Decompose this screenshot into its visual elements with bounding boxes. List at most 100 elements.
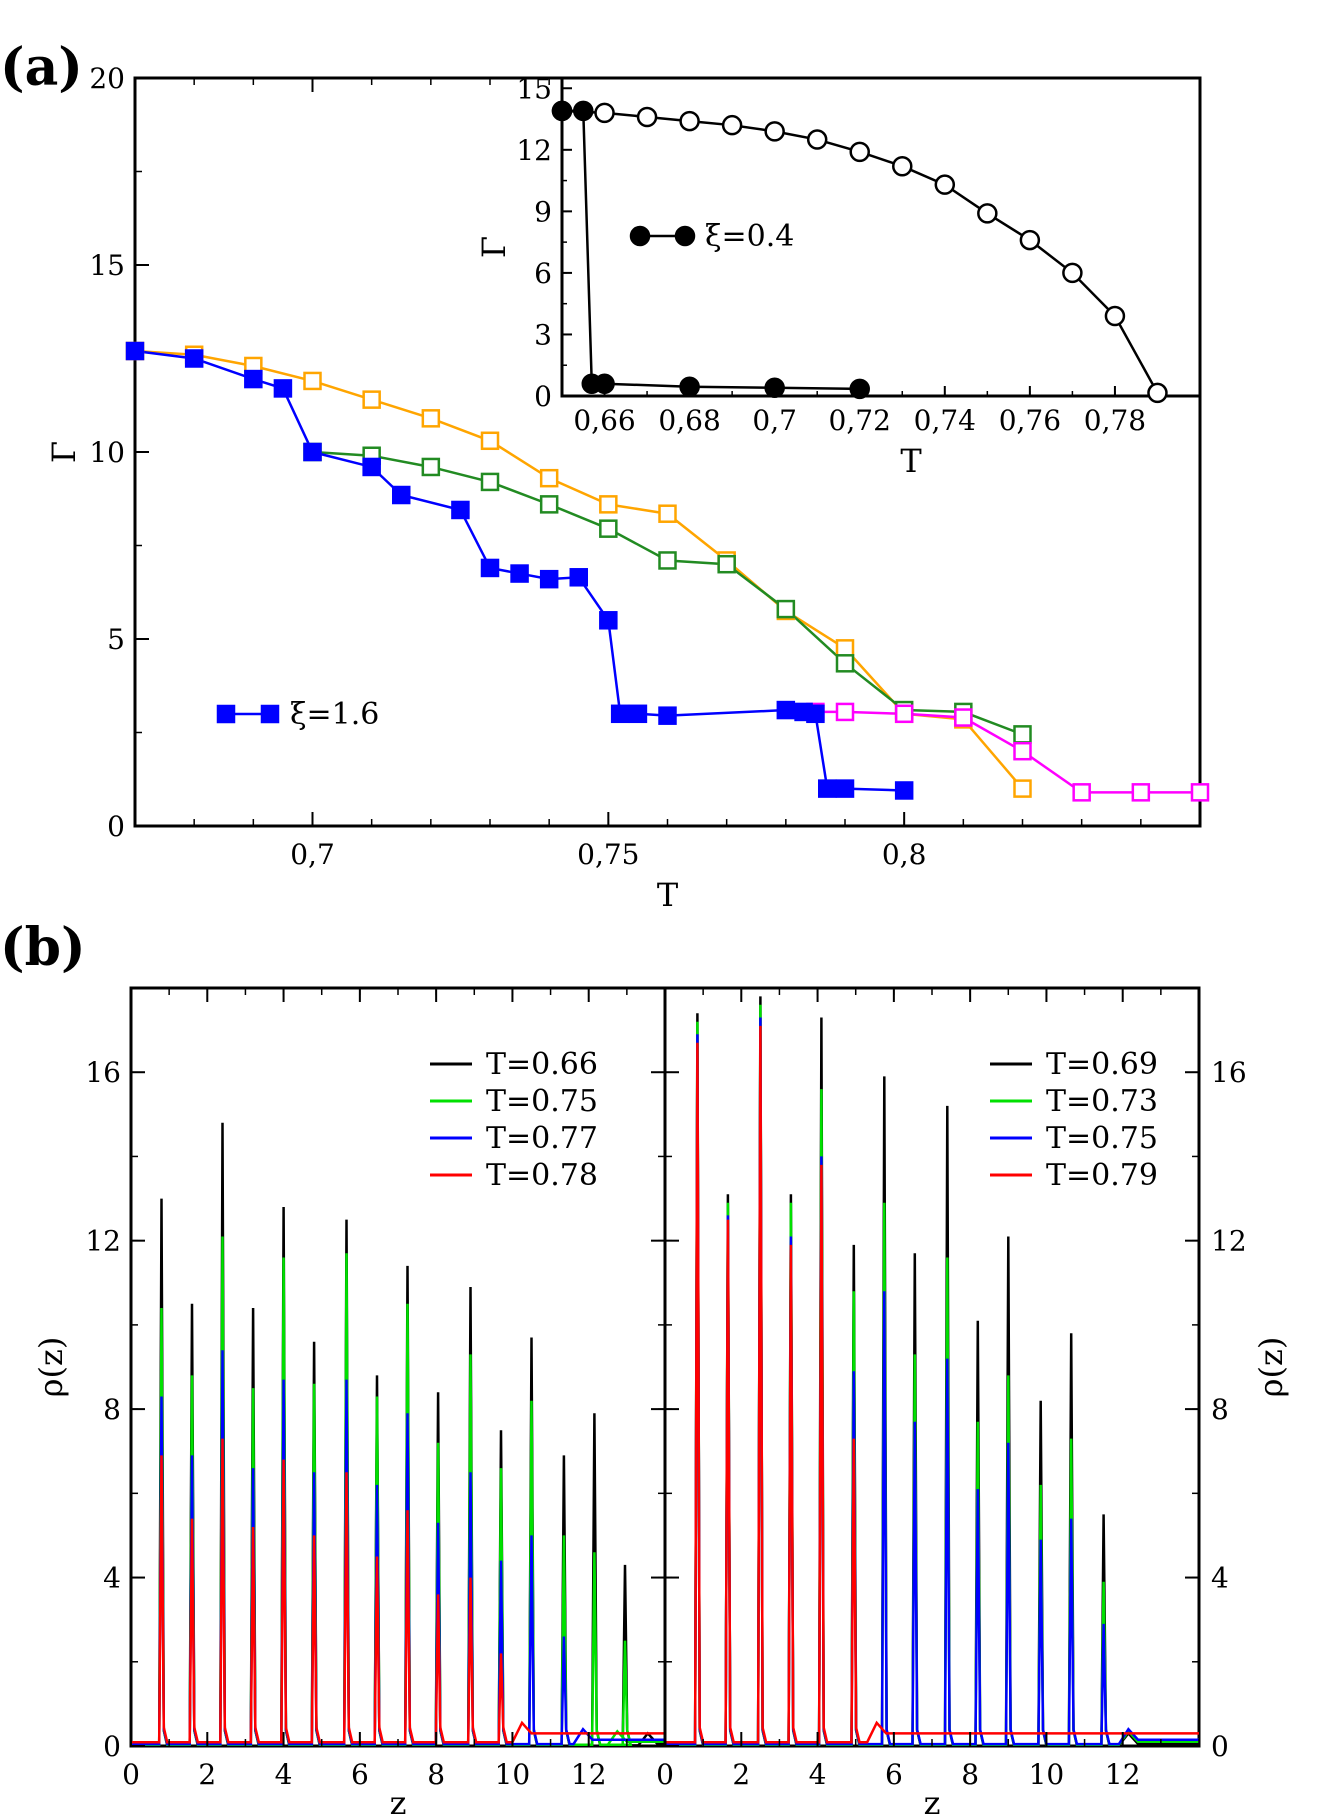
legend-label-0: T=0.66	[486, 1047, 598, 1082]
chart-b-left: 0 2 4 6 8 10 120481216zρ(z)T=0.66T=0.75T=0.77T…	[32, 986, 1201, 1817]
data-point-1	[599, 519, 618, 538]
data-point-2	[894, 704, 914, 724]
data-point-0	[539, 468, 559, 488]
data-point-3	[610, 704, 630, 724]
x-tick-label: 12	[1105, 1758, 1141, 1791]
data-point-1	[764, 377, 785, 399]
legend-label-3: T=0.78	[486, 1158, 598, 1193]
data-point-0	[1019, 229, 1041, 251]
x-axis-label: z	[390, 1784, 407, 1817]
x-tick-label: 2	[732, 1758, 750, 1791]
legend-label-0: T=0.69	[1046, 1047, 1158, 1082]
data-point-3	[569, 568, 588, 587]
y-tick-label: 0	[1211, 1730, 1229, 1763]
data-point-3	[273, 379, 293, 398]
data-point-1	[573, 100, 594, 122]
y-tick-label: 4	[1211, 1562, 1229, 1595]
data-point-2	[1072, 783, 1091, 802]
legend-label-1: T=0.73	[1046, 1084, 1158, 1119]
data-point-2	[1131, 783, 1151, 802]
y-tick-label: 12	[85, 1225, 121, 1258]
data-point-0	[421, 409, 441, 428]
data-point-3	[480, 558, 500, 578]
data-point-3	[303, 442, 322, 462]
inset-y-axis-label: Γ	[475, 236, 513, 258]
data-point-1	[717, 554, 736, 574]
data-point-3	[628, 704, 648, 724]
x-tick-label: 12	[571, 1758, 607, 1791]
data-point-3	[835, 779, 855, 798]
inset-legend-label: ξ=0.4	[705, 219, 794, 254]
legend-label: ξ=1.6	[290, 697, 379, 732]
data-point-3	[184, 349, 204, 368]
data-point-3	[362, 457, 381, 477]
data-point-0	[1013, 779, 1032, 798]
x-tick-label: 0,76	[999, 404, 1061, 437]
x-tick-label: 8	[961, 1758, 979, 1791]
x-tick-label: 6	[351, 1758, 369, 1791]
y-tick-label: 12	[516, 134, 552, 167]
data-point-2	[1013, 741, 1032, 761]
x-tick-label: 0,78	[1084, 404, 1146, 437]
data-point-1	[551, 100, 573, 122]
data-point-0	[835, 639, 855, 658]
legend-marker	[216, 704, 236, 724]
y-tick-label: 9	[534, 195, 552, 228]
data-point-1	[594, 373, 615, 394]
y-tick-label: 3	[534, 318, 552, 351]
data-point-0	[599, 495, 618, 514]
data-point-3	[818, 779, 837, 798]
data-point-3	[658, 706, 677, 725]
data-point-1	[679, 376, 700, 398]
series-line-0	[134, 349, 1024, 790]
data-point-0	[1104, 305, 1126, 327]
y-tick-label: 20	[89, 62, 125, 95]
y-tick-label: 8	[1211, 1393, 1229, 1426]
y-tick-label: 8	[103, 1393, 121, 1426]
y-axis-label: ρ(z)	[1252, 1337, 1290, 1398]
data-point-0	[303, 371, 322, 391]
data-point-1	[480, 472, 500, 492]
legend-label-3: T=0.79	[1046, 1158, 1158, 1193]
y-tick-label: 10	[89, 436, 125, 469]
y-tick-label: 0	[534, 380, 552, 413]
data-point-0	[721, 114, 743, 136]
data-point-0	[977, 203, 998, 224]
series-line-0	[665, 996, 1199, 1747]
data-point-3	[244, 369, 263, 389]
y-tick-label: 16	[85, 1056, 121, 1089]
y-tick-label: 15	[89, 249, 125, 282]
chart-b-right: 0 2 4 6 8 10 12 0 4 8 12 16 z ρ(z) T=0.69T=0.73T=0.75T…	[656, 987, 1290, 1817]
x-tick-label: 0,8	[882, 838, 927, 871]
series-line-2	[815, 710, 1200, 794]
x-tick-label: 0,7	[290, 838, 335, 871]
inset-legend-marker	[674, 225, 696, 247]
x-tick-label: 0,75	[577, 838, 639, 871]
series-line-3	[665, 1025, 1199, 1744]
x-tick-label: 0,68	[658, 404, 720, 437]
series-line-2	[665, 1017, 1199, 1746]
legend-label-2: T=0.75	[1046, 1121, 1158, 1156]
panel-label-b: (b)	[0, 917, 86, 978]
data-point-3	[599, 611, 618, 630]
chart-a-inset: 0,66 0,68 0,7 0,72 0,74 0,76 0,78 0 3 6 9 12 15 T Γ ξ=0…	[475, 72, 1202, 480]
y-tick-label: 15	[516, 72, 552, 105]
data-point-0	[480, 431, 500, 451]
legend-label-2: T=0.77	[486, 1121, 598, 1156]
x-tick-label: 0,74	[914, 404, 976, 437]
data-point-0	[892, 155, 913, 177]
x-tick-label: 0	[656, 1758, 674, 1791]
y-axis-label: Γ	[45, 441, 83, 463]
data-point-3	[539, 569, 559, 589]
x-tick-label: 6	[885, 1758, 903, 1791]
data-point-1	[658, 551, 677, 570]
data-point-1	[835, 654, 855, 673]
panel-label-a: (a)	[0, 37, 83, 98]
x-tick-label: 8	[427, 1758, 445, 1791]
y-tick-label: 12	[1211, 1225, 1247, 1258]
y-tick-label: 6	[534, 257, 552, 290]
data-point-1	[849, 378, 870, 400]
series-line-1	[665, 1004, 1199, 1746]
inset-x-axis-label: T	[900, 442, 922, 480]
data-point-3	[510, 564, 529, 583]
